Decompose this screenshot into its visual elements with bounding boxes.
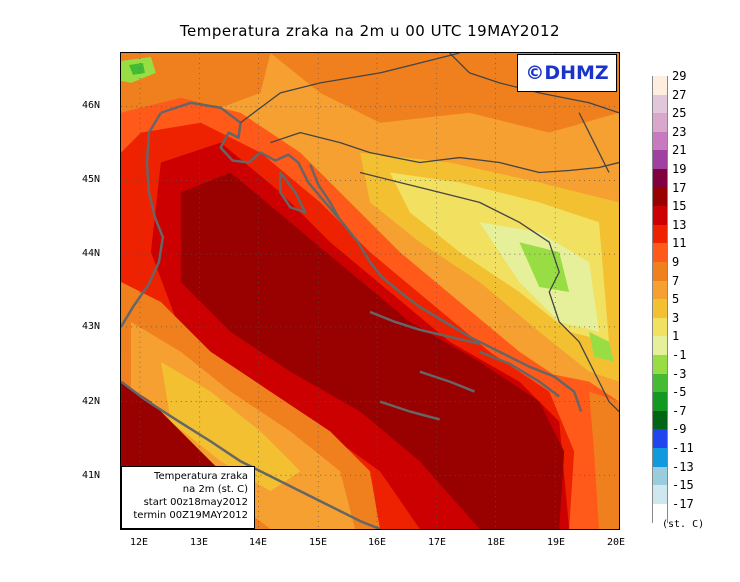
legend-label: -1 [672, 348, 687, 362]
info-box: Temperatura zraka na 2m (st. C) start 00… [121, 466, 255, 529]
legend-swatch [652, 466, 668, 486]
lon-label-15e: 15E [308, 537, 328, 548]
legend-label: 5 [672, 292, 680, 307]
legend-label: 25 [672, 106, 687, 121]
legend-label: 9 [672, 255, 680, 269]
lat-label-43n: 43N [82, 321, 101, 332]
info-line-1: Temperatura zraka [154, 471, 248, 482]
lat-label-46n: 46N [82, 100, 101, 111]
lon-label-17e: 17E [427, 537, 447, 548]
legend-swatch [652, 187, 668, 207]
lon-label-19e: 19E [546, 537, 566, 548]
legend-swatch [652, 503, 668, 523]
legend-label: 15 [672, 199, 687, 214]
legend-swatch [652, 131, 668, 151]
legend-swatch [652, 317, 668, 337]
legend-swatch [652, 373, 668, 393]
legend-swatch [652, 169, 668, 189]
legend-swatch [652, 392, 668, 412]
legend-label: -15 [672, 478, 694, 493]
legend-swatch [652, 76, 668, 96]
info-line-2: na 2m (st. C) [182, 484, 248, 495]
temperature-map [120, 52, 620, 530]
legend-label: 11 [672, 236, 687, 251]
lat-label-44n: 44N [82, 248, 101, 259]
legend-swatch [652, 355, 668, 375]
lon-label-16e: 16E [367, 537, 387, 548]
legend-label: 23 [672, 124, 687, 139]
lon-label-12e: 12E [129, 537, 149, 548]
info-line-3: start 00z18may2012 [143, 497, 248, 508]
map-canvas [121, 53, 619, 529]
legend-swatch [652, 448, 668, 468]
legend-label: 21 [672, 143, 687, 158]
legend-label: -3 [672, 366, 687, 381]
info-line-4: termin 00Z19MAY2012 [133, 510, 248, 521]
lon-label-18e: 18E [486, 537, 506, 548]
legend-label: 19 [672, 162, 687, 176]
legend-swatch [652, 410, 668, 430]
lat-label-41n: 41N [82, 470, 101, 481]
legend-swatch [652, 429, 668, 449]
legend-unit: (st. C) [662, 519, 705, 530]
legend-label: -11 [672, 441, 694, 455]
legend-label: 7 [672, 273, 680, 288]
lat-label-45n: 45N [82, 174, 101, 185]
legend-label: -7 [672, 403, 687, 418]
legend-label: -5 [672, 385, 687, 400]
legend-swatch [652, 94, 668, 114]
legend-label: -9 [672, 422, 687, 437]
legend-swatch [652, 113, 668, 133]
legend-swatch [652, 262, 668, 282]
legend-label: -17 [672, 496, 694, 511]
legend-swatch [652, 206, 668, 226]
legend-label: 29 [672, 69, 687, 83]
lon-label-14e: 14E [248, 537, 268, 548]
lat-label-42n: 42N [82, 396, 101, 407]
dhmz-logo: ©DHMZ [517, 54, 617, 92]
legend-label: -13 [672, 459, 694, 474]
legend-swatch [652, 243, 668, 263]
lon-label-20e: 20E [606, 537, 626, 548]
legend-swatch [652, 336, 668, 356]
legend-label: 3 [672, 310, 680, 325]
chart-title: Temperatura zraka na 2m u 00 UTC 19MAY20… [179, 22, 561, 40]
legend-swatch [652, 150, 668, 170]
legend-swatch [652, 485, 668, 505]
legend-label: 13 [672, 217, 687, 232]
legend-swatch [652, 299, 668, 319]
lon-label-13e: 13E [189, 537, 209, 548]
legend-label: 17 [672, 180, 687, 195]
legend-swatch [652, 224, 668, 244]
legend-label: 1 [672, 329, 680, 344]
legend-swatch [652, 280, 668, 300]
legend-label: 27 [672, 87, 687, 102]
